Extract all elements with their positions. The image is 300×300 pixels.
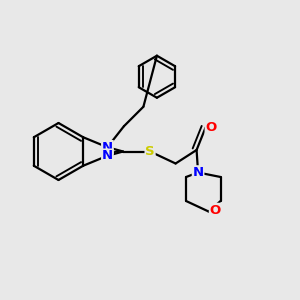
- Text: O: O: [210, 203, 221, 217]
- Text: S: S: [145, 145, 155, 158]
- Text: N: N: [193, 166, 204, 179]
- Text: O: O: [206, 121, 217, 134]
- Text: N: N: [102, 149, 113, 162]
- Text: N: N: [102, 141, 113, 154]
